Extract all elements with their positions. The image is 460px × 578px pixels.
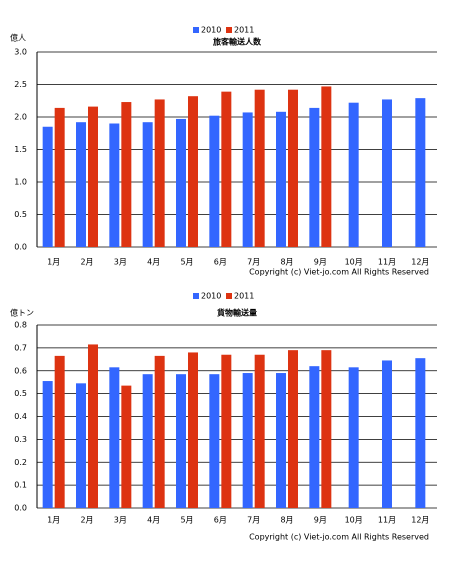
- legend-label: 2010: [201, 26, 221, 35]
- bar: [288, 350, 298, 508]
- bar: [54, 355, 65, 508]
- y-tick-label: 0.0: [14, 504, 27, 513]
- y-tick-label: 3.0: [14, 48, 27, 57]
- bar: [88, 344, 98, 508]
- bar: [88, 106, 98, 247]
- y-tick-label: 0.4: [14, 412, 27, 421]
- legend-swatch: [226, 293, 232, 299]
- bar: [76, 122, 86, 247]
- y-tick-label: 2.0: [14, 113, 27, 122]
- x-tick-label: 8月: [280, 516, 293, 525]
- y-tick-label: 0.5: [14, 210, 27, 219]
- x-tick-label: 6月: [214, 516, 227, 525]
- x-tick-label: 1月: [47, 516, 60, 525]
- legend-swatch: [226, 27, 232, 33]
- bar: [309, 107, 320, 248]
- bar: [176, 374, 186, 508]
- bar: [242, 373, 253, 508]
- y-tick-label: 0.0: [14, 243, 27, 252]
- legend-label: 2011: [234, 292, 254, 301]
- bar: [109, 123, 120, 247]
- bar: [221, 91, 232, 248]
- bar: [382, 99, 392, 247]
- y-tick-label: 0.7: [14, 343, 27, 352]
- x-tick-label: 9月: [314, 258, 327, 267]
- bar: [109, 367, 120, 508]
- legend-label: 2010: [201, 292, 221, 301]
- y-tick-label: 1.0: [14, 178, 27, 187]
- x-tick-label: 6月: [214, 258, 227, 267]
- chart-title: 貨物輸送量: [217, 308, 257, 318]
- bar: [188, 352, 198, 508]
- copyright: Copyright (c) Viet-jo.com All Rights Res…: [249, 268, 429, 277]
- bar: [121, 385, 132, 508]
- bar: [276, 111, 286, 247]
- legend-swatch: [193, 27, 199, 33]
- bar: [321, 350, 332, 508]
- y-tick-label: 1.5: [14, 145, 27, 154]
- x-tick-label: 2月: [80, 258, 93, 267]
- y-axis-label: 億人: [10, 33, 26, 43]
- x-tick-label: 12月: [411, 258, 429, 267]
- bar: [254, 89, 265, 247]
- copyright: Copyright (c) Viet-jo.com All Rights Res…: [249, 533, 429, 542]
- bar: [254, 354, 265, 508]
- x-tick-label: 8月: [280, 258, 293, 267]
- bar: [188, 96, 198, 247]
- bar: [415, 358, 426, 508]
- x-tick-label: 10月: [345, 258, 363, 267]
- x-tick-label: 1月: [47, 258, 60, 267]
- bar: [309, 366, 320, 508]
- x-tick-label: 7月: [247, 258, 260, 267]
- x-tick-label: 10月: [345, 516, 363, 525]
- bar: [54, 107, 65, 248]
- x-tick-label: 4月: [147, 258, 160, 267]
- bar: [221, 354, 232, 508]
- legend-swatch: [193, 293, 199, 299]
- bar: [154, 355, 165, 508]
- x-tick-label: 11月: [378, 516, 396, 525]
- legend-label: 2011: [234, 26, 254, 35]
- x-tick-label: 9月: [314, 516, 327, 525]
- y-tick-label: 2.5: [14, 80, 27, 89]
- bar: [142, 374, 153, 508]
- x-tick-label: 5月: [180, 516, 193, 525]
- bar: [209, 374, 220, 508]
- bar: [415, 98, 426, 248]
- x-tick-label: 4月: [147, 516, 160, 525]
- bar: [121, 102, 132, 247]
- x-tick-label: 11月: [378, 258, 396, 267]
- bar: [288, 89, 298, 247]
- bar: [348, 102, 359, 247]
- x-tick-label: 2月: [80, 516, 93, 525]
- x-tick-label: 12月: [411, 516, 429, 525]
- x-tick-label: 5月: [180, 258, 193, 267]
- bar: [76, 383, 86, 508]
- y-tick-label: 0.6: [14, 366, 27, 375]
- x-tick-label: 7月: [247, 516, 260, 525]
- x-tick-label: 3月: [114, 516, 127, 525]
- chart-title: 旅客輸送人数: [213, 37, 262, 47]
- y-axis-label: 億トン: [10, 308, 34, 318]
- bar: [242, 112, 253, 247]
- bar: [321, 86, 332, 247]
- y-tick-label: 0.8: [14, 321, 27, 330]
- bar: [348, 367, 359, 508]
- bar: [42, 126, 53, 247]
- y-tick-label: 0.5: [14, 389, 27, 398]
- bar: [142, 122, 153, 247]
- y-tick-label: 0.1: [14, 481, 27, 490]
- bar: [382, 360, 392, 508]
- bar: [276, 373, 286, 508]
- x-tick-label: 3月: [114, 258, 127, 267]
- bar: [42, 381, 53, 508]
- y-tick-label: 0.3: [14, 435, 27, 444]
- bar: [154, 99, 165, 247]
- y-tick-label: 0.2: [14, 458, 27, 467]
- bar: [176, 118, 186, 247]
- bar: [209, 115, 220, 247]
